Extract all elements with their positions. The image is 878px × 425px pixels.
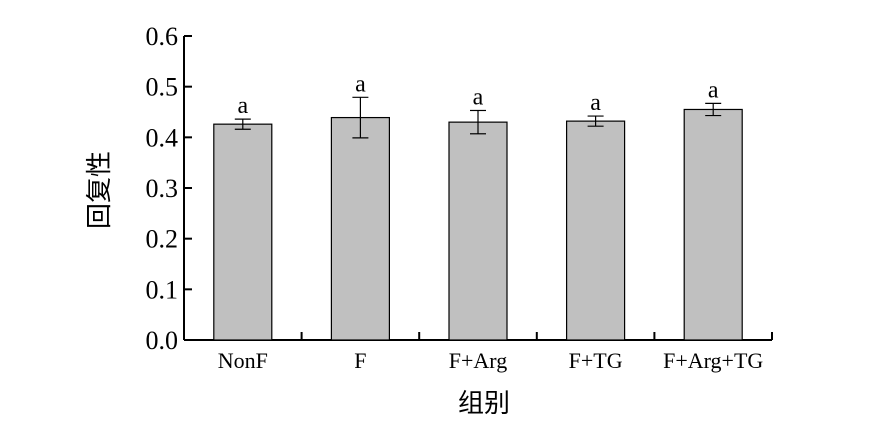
y-tick-label: 0.3 — [146, 174, 179, 203]
x-tick-label: F+Arg — [449, 348, 507, 373]
y-tick-label: 0.5 — [146, 73, 179, 102]
significance-label: a — [708, 77, 719, 103]
significance-label: a — [590, 90, 601, 116]
bar-F — [330, 116, 390, 341]
x-tick-label: F+TG — [569, 348, 623, 373]
bar-F+Arg+TG — [683, 108, 743, 341]
significance-label: a — [237, 93, 248, 119]
significance-label: a — [473, 84, 484, 110]
y-axis-title: 回复性 — [85, 151, 114, 229]
axes — [183, 35, 773, 341]
x-tick-label: F+Arg+TG — [663, 348, 763, 373]
significance-label: a — [355, 71, 366, 97]
bar-NonF — [213, 123, 273, 341]
x-tick-label: NonF — [218, 348, 268, 373]
y-tick-label: 0.6 — [146, 22, 179, 51]
bar-F+TG — [565, 120, 626, 341]
error-bars — [234, 96, 722, 139]
y-tick-label: 0.1 — [146, 275, 179, 304]
y-tick-label: 0.2 — [146, 225, 179, 254]
y-tick-label: 0.0 — [146, 326, 179, 355]
bar-F+Arg — [448, 121, 508, 341]
labels: 0.0 0.1 0.2 0.3 0.4 0.5 0.6 a NonF a Fa F+Arg a F+TG a… — [146, 22, 764, 373]
y-tick-label: 0.4 — [146, 123, 179, 152]
bars — [213, 108, 743, 341]
x-tick-label: F — [354, 348, 366, 373]
x-axis-title: 组别 — [458, 389, 510, 418]
